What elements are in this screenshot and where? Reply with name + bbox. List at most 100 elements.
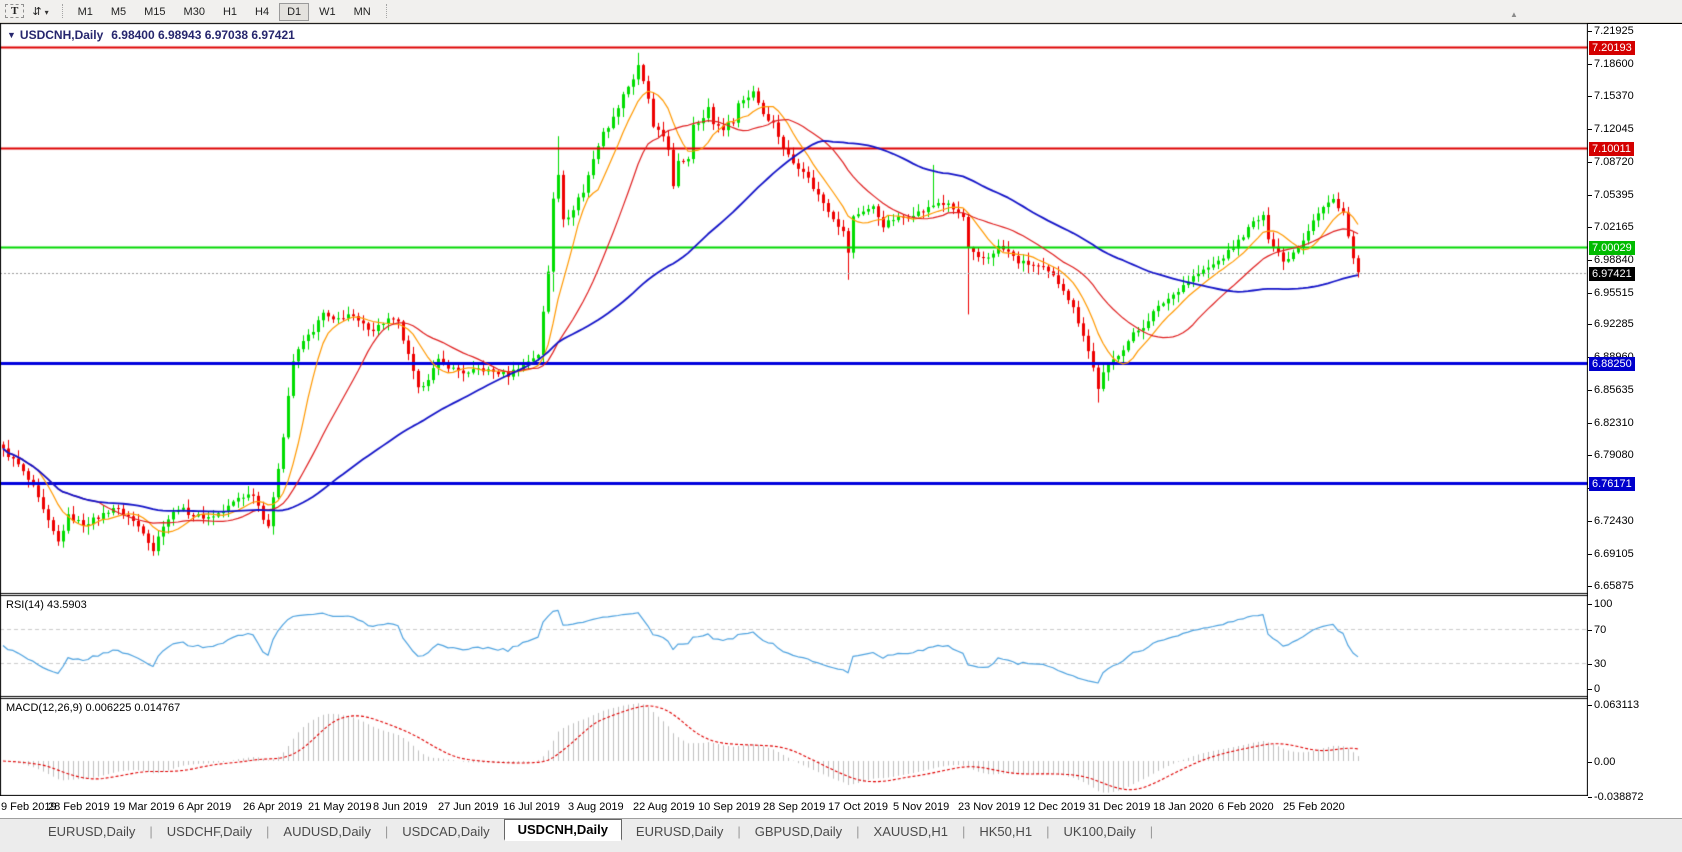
chart-window: ▼ USDCNH,Daily 6.98400 6.98943 6.97038 6.9…	[0, 23, 1682, 819]
x-axis-date-label: 8 Jun 2019	[373, 801, 428, 813]
tick-dash-icon	[1588, 603, 1592, 605]
x-axis-date-label: 28 Sep 2019	[763, 801, 826, 813]
x-axis-date-label: 3 Aug 2019	[568, 801, 624, 813]
y-axis-tick: 6.92285	[1588, 317, 1634, 331]
y-axis-tick: 7.12045	[1588, 122, 1634, 136]
x-axis-date-label: 26 Apr 2019	[243, 801, 303, 813]
tick-dash-icon	[1588, 194, 1592, 196]
tab-separator: |	[266, 823, 270, 839]
y-axis-tick: 6.95515	[1588, 286, 1634, 300]
chart-tab-AUDUSD-Daily[interactable]: AUDUSD,Daily	[283, 823, 371, 839]
timeframe-button-H1[interactable]: H1	[215, 3, 245, 21]
arrange-arrows-button[interactable]: ⇵ ▾	[26, 3, 54, 20]
top-toolbar: T ⇵ ▾ M1 M5 M15 M30 H1 H4 D1 W1 MN ▲	[0, 0, 1682, 23]
tick-dash-icon	[1588, 323, 1592, 325]
y-axis-tick: 100	[1588, 597, 1612, 611]
x-axis-date-label: 18 Jan 2020	[1153, 801, 1214, 813]
chart-tab-UK100-Daily[interactable]: UK100,Daily	[1063, 823, 1136, 839]
tick-dash-icon	[1588, 292, 1592, 294]
x-axis-date-label: 25 Feb 2020	[1283, 801, 1345, 813]
timeframe-button-M15[interactable]: M15	[136, 3, 173, 21]
chart-tab-EURUSD-Daily[interactable]: EURUSD,Daily	[48, 823, 136, 839]
status-strip	[0, 843, 1682, 852]
timeframe-button-D1[interactable]: D1	[279, 2, 310, 21]
tick-dash-icon	[1588, 585, 1592, 587]
tick-dash-icon	[1588, 761, 1592, 763]
chart-tab-USDCHF-Daily[interactable]: USDCHF,Daily	[166, 823, 253, 839]
sort-arrows-icon: ⇵	[32, 5, 42, 18]
x-axis-date-label: 31 Dec 2019	[1088, 801, 1151, 813]
tab-separator: |	[1046, 823, 1050, 839]
date-axis[interactable]: 9 Feb 2019 28 Feb 2019 19 Mar 2019 6 Apr 20…	[0, 796, 1588, 818]
y-axis-tick: 6.79080	[1588, 448, 1634, 462]
timeframe-button-M30[interactable]: M30	[176, 3, 213, 21]
tick-dash-icon	[1588, 663, 1592, 665]
x-axis-date-label: 28 Feb 2019	[48, 801, 110, 813]
chart-tab-USDCAD-Daily[interactable]: USDCAD,Daily	[402, 823, 490, 839]
x-axis-date-label: 5 Nov 2019	[893, 801, 950, 813]
chart-tab-USDCNH-Daily[interactable]: USDCNH,Daily	[503, 819, 622, 841]
tick-dash-icon	[1588, 454, 1592, 456]
timeframe-button-H4[interactable]: H4	[247, 3, 277, 21]
y-axis-tick: 7.05395	[1588, 188, 1634, 202]
y-axis-tick: 0	[1588, 682, 1600, 696]
x-axis-date-label: 9 Feb 2019	[1, 801, 57, 813]
rsi-indicator-label: RSI(14) 43.5903	[6, 599, 87, 611]
y-axis-tick: 7.08720	[1588, 155, 1634, 169]
chart-symbol-label: USDCNH,Daily	[19, 28, 104, 42]
chart-tab-HK50-H1[interactable]: HK50,H1	[979, 823, 1033, 839]
chart-tab-bar: EURUSD,Daily | USDCHF,Daily | AUDUSD,Daily | U…	[0, 818, 1682, 843]
y-axis-tick: 7.15370	[1588, 89, 1634, 103]
price-axis[interactable]: 7.21925 7.18600 7.15370 7.12045 7.08720 7.053…	[1588, 23, 1682, 819]
y-axis-tick: 7.02165	[1588, 220, 1634, 234]
timeframe-button-W1[interactable]: W1	[311, 3, 344, 21]
tick-dash-icon	[1588, 422, 1592, 424]
tick-dash-icon	[1588, 95, 1592, 97]
tick-dash-icon	[1588, 688, 1592, 690]
chart-title: ▼ USDCNH,Daily 6.98400 6.98943 6.97038 6.9…	[7, 28, 295, 42]
tick-dash-icon	[1588, 629, 1592, 631]
timeframe-button-M5[interactable]: M5	[103, 3, 134, 21]
timeframe-group: M1 M5 M15 M30 H1 H4 D1 W1 MN	[69, 2, 380, 21]
tab-separator: |	[961, 823, 966, 839]
price-chart-canvas[interactable]	[0, 23, 1588, 796]
tick-dash-icon	[1588, 226, 1592, 228]
timeframe-button-MN[interactable]: MN	[346, 3, 379, 21]
price-level-tag: 7.10011	[1589, 142, 1634, 156]
macd-indicator-label: MACD(12,26,9) 0.006225 0.014767	[6, 702, 181, 714]
x-axis-date-label: 17 Oct 2019	[828, 801, 888, 813]
chart-tab-XAUUSD-H1[interactable]: XAUUSD,H1	[873, 823, 948, 839]
tick-dash-icon	[1588, 389, 1592, 391]
y-axis-tick: 7.18600	[1588, 57, 1634, 71]
y-axis-tick: 6.85635	[1588, 383, 1634, 397]
tick-dash-icon	[1588, 520, 1592, 522]
tick-dash-icon	[1588, 63, 1592, 65]
x-axis-date-label: 12 Dec 2019	[1023, 801, 1086, 813]
tick-dash-icon	[1588, 128, 1592, 130]
y-axis-tick: 30	[1588, 657, 1606, 671]
text-tool-button[interactable]: T	[5, 4, 25, 18]
x-axis-date-label: 19 Mar 2019	[113, 801, 175, 813]
y-axis-tick: 0.063113	[1588, 698, 1639, 712]
price-level-tag: 6.88250	[1589, 357, 1635, 371]
y-axis-tick: 6.98840	[1588, 253, 1634, 267]
toolbar-separator	[385, 4, 387, 18]
x-axis-date-label: 23 Nov 2019	[958, 801, 1021, 813]
y-axis-tick: 70	[1588, 623, 1606, 637]
tab-separator: |	[856, 823, 860, 839]
tick-dash-icon	[1588, 259, 1592, 261]
collapse-triangle-icon[interactable]: ▼	[7, 30, 16, 40]
chart-tab-EURUSD-Daily[interactable]: EURUSD,Daily	[635, 823, 724, 839]
x-axis-date-label: 22 Aug 2019	[633, 801, 695, 813]
chart-tab-GBPUSD-Daily[interactable]: GBPUSD,Daily	[754, 823, 843, 839]
chevron-down-icon: ▾	[44, 7, 49, 17]
tick-dash-icon	[1588, 553, 1592, 555]
price-level-tag: 6.76171	[1589, 477, 1635, 491]
y-axis-tick: 6.69105	[1588, 547, 1634, 561]
toolbar-overflow-icon[interactable]: ▲	[1510, 10, 1518, 19]
chart-ohlc-values: 6.98400 6.98943 6.97038 6.97421	[111, 28, 295, 42]
timeframe-button-M1[interactable]: M1	[70, 3, 101, 21]
toolbar-separator	[61, 4, 63, 18]
tab-separator: |	[149, 823, 153, 839]
tab-separator: |	[737, 823, 741, 839]
